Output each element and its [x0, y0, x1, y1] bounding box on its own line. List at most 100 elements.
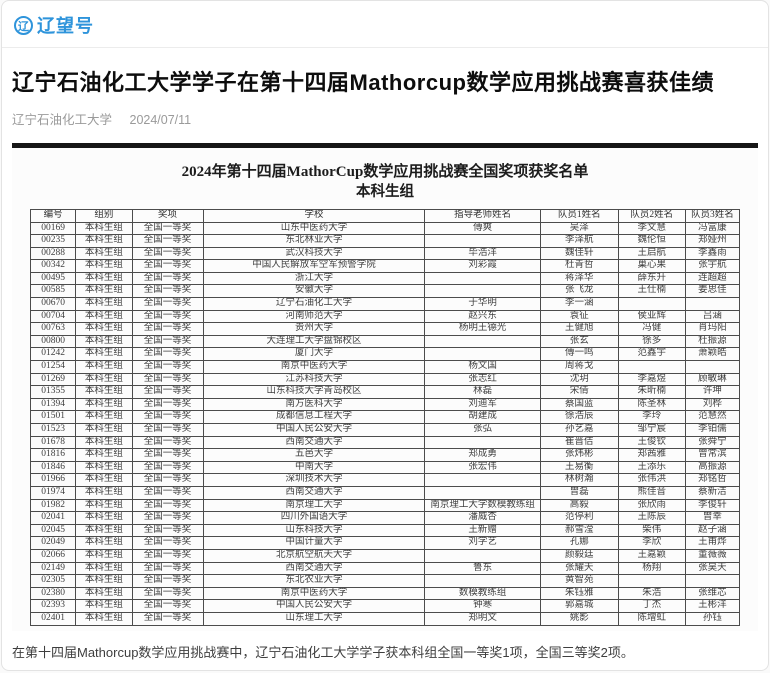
table-cell: 沈玥 [539, 372, 619, 387]
table-cell: 魏伦恒 [617, 234, 686, 248]
table-cell: 西南交通大学 [202, 561, 426, 576]
table-cell: 本科生组 [75, 611, 133, 626]
table-cell: 山东科技大学 [202, 523, 426, 538]
table-cell: 周蒋戈 [539, 360, 619, 374]
table-cell: 00169 [29, 221, 77, 236]
table-cell [424, 548, 541, 563]
table-cell: 张炜彬 [539, 448, 619, 462]
brand-link[interactable]: 辽 辽望号 [14, 12, 94, 38]
table-cell: 00670 [29, 297, 77, 311]
table-cell: 杜振源 [684, 334, 741, 349]
header-divider [2, 47, 768, 48]
table-cell: 潘威杏 [424, 511, 541, 525]
table-cell: 巢心果 [617, 259, 686, 273]
table-cell: 江苏科技大学 [202, 372, 426, 387]
table-cell: 吕涵 [684, 309, 741, 324]
award-table: 编号 组别 奖项 学校 指导老师姓名 队员1姓名 队员2姓名 队员3姓名 00169 本科生组全… [29, 208, 741, 626]
table-cell: 全国一等奖 [131, 297, 204, 311]
site-header: 辽 辽望号 [2, 1, 768, 47]
table-cell: 吴泽 [539, 221, 619, 236]
table-cell: 杨文国 [424, 360, 541, 374]
table-cell: 本科生组 [75, 448, 133, 462]
table-cell: 全国一等奖 [131, 536, 204, 550]
table-cell: 张宏伟 [424, 460, 541, 475]
table-cell: 西南交通大学 [202, 485, 426, 500]
table-cell [617, 574, 686, 588]
table-cell: 颜毅廷 [539, 548, 619, 563]
table-row: 01501 本科生组 全国一等奖 成都信息工程大学 胡建成 徐浩辰 李玲 范慧然 [29, 410, 741, 424]
table-cell: 姚影 [539, 611, 619, 626]
table-cell: 浙江大学 [202, 271, 426, 286]
table-cell: 全国一等奖 [131, 347, 204, 362]
table-cell: 丁杰 [617, 599, 686, 613]
table-cell: 南京中医药大学 [202, 586, 426, 601]
table-cell: 01394 [29, 397, 77, 412]
table-cell: 全国一等奖 [131, 574, 204, 588]
table-cell: 本科生组 [75, 435, 133, 450]
table-cell: 全国一等奖 [131, 511, 204, 525]
column-header: 队员1姓名 [539, 208, 619, 223]
table-cell: 南京中医药大学 [202, 360, 426, 374]
table-cell: 02045 [29, 523, 77, 538]
table-header-row: 编号 组别 奖项 学校 指导老师姓名 队员1姓名 队员2姓名 队员3姓名 [29, 208, 741, 223]
table-cell: 孔娜 [539, 536, 619, 550]
table-cell: 曾磊 [539, 485, 619, 500]
table-row: 02393 本科生组 全国一等奖 中国人民公安大学 钟寒 郭嘉城 丁杰 王彬洋 [29, 599, 741, 613]
table-cell: 张弘 [424, 423, 541, 437]
table-cell: 01966 [29, 473, 77, 487]
table-cell: 全国一等奖 [131, 548, 204, 563]
table-row: 02380 本科生组 全国一等奖 南京中医药大学 数模教练组 朱钰雅 朱浩 张维芯 [29, 586, 741, 601]
award-table-wrap: 2024年第十四届MathorCup数学应用挑战赛全国奖项获奖名单 本科生组 编… [12, 147, 758, 631]
table-cell: 肖玛阳 [684, 322, 741, 336]
table-cell: 本科生组 [75, 473, 133, 487]
table-cell: 贵州大学 [202, 322, 426, 336]
table-cell: 李鑫雨 [684, 246, 741, 261]
table-cell: 王嘉颖 [617, 548, 686, 563]
table-cell: 郑茜雅 [617, 448, 686, 462]
table-cell: 杜青哲 [539, 259, 619, 273]
table-cell: 傅爽 [424, 221, 541, 236]
table-cell: 02393 [29, 599, 77, 613]
table-cell: 林树瀚 [539, 473, 619, 487]
article-source: 辽宁石油化工大学 [12, 112, 113, 127]
table-cell: 四川外国语大学 [202, 511, 426, 525]
table-cell: 全国一等奖 [131, 397, 204, 412]
table-row: 00169 本科生组 全国一等奖 山东中医药大学 傅爽 吴泽 李文慧 冯富康 [29, 221, 741, 236]
table-cell: 袁征 [539, 309, 619, 324]
table-cell: 郭嘉城 [539, 599, 619, 613]
table-row: 02149 本科生组 全国一等奖 西南交通大学 鲁东 张耀天 杨翔 张昊天 [29, 561, 741, 576]
table-cell: 郑成勇 [424, 448, 541, 462]
table-cell: 本科生组 [75, 334, 133, 349]
table-cell: 张维芯 [684, 586, 741, 601]
table-cell [424, 485, 541, 500]
table-cell: 本科生组 [75, 586, 133, 601]
table-cell: 00585 [29, 284, 77, 299]
table-cell: 全国一等奖 [131, 271, 204, 286]
table-cell: 本科生组 [75, 397, 133, 412]
table-cell: 陈增虹 [617, 611, 686, 626]
table-row: 01966 本科生组 全国一等奖 深圳技术大学 林树瀚 张伟洪 郑铭哲 [29, 473, 741, 487]
table-cell: 成都信息工程大学 [202, 410, 426, 424]
table-cell: 朱浩 [617, 586, 686, 601]
table-cell: 冯富康 [684, 221, 741, 236]
table-cell: 傅一鸣 [539, 347, 619, 362]
table-cell: 01269 [29, 372, 77, 387]
table-cell: 全国一等奖 [131, 423, 204, 437]
table-cell: 01816 [29, 448, 77, 462]
table-cell: 01242 [29, 347, 77, 362]
table-cell: 全国一等奖 [131, 448, 204, 462]
table-cell: 01523 [29, 423, 77, 437]
table-cell: 02049 [29, 536, 77, 550]
table-cell: 本科生组 [75, 372, 133, 387]
table-cell: 李文慧 [617, 221, 686, 236]
table-cell: 王易衡 [539, 460, 619, 475]
table-cell: 孙艺嘉 [539, 423, 619, 437]
table-cell: 全国一等奖 [131, 334, 204, 349]
table-cell [617, 297, 686, 311]
table-cell: 00235 [29, 234, 77, 248]
table-cell: 张宇航 [684, 259, 741, 273]
table-cell: 许坤 [684, 385, 741, 399]
table-cell: 本科生组 [75, 498, 133, 513]
table-cell: 姜思佳 [684, 284, 741, 299]
table-cell: 王俊钦 [617, 435, 686, 450]
